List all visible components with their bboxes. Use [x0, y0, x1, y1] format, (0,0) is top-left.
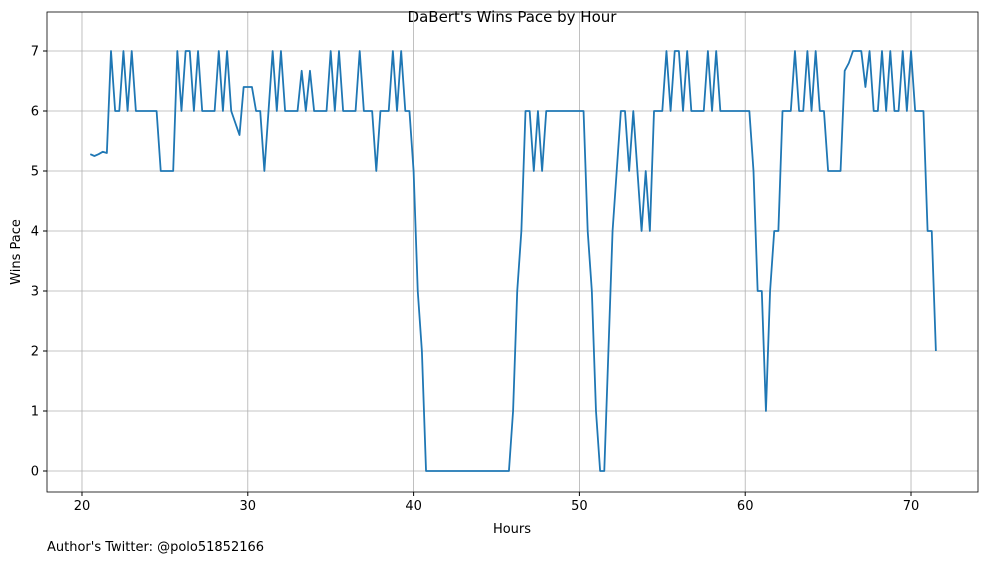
annotation: Author's Twitter: @polo51852166 [47, 540, 264, 555]
plot-frame [46, 11, 979, 493]
x-tick-label: 40 [405, 499, 422, 514]
y-tick-label: 7 [31, 45, 39, 60]
y-tick-label: 1 [31, 405, 39, 420]
y-tick-label: 0 [31, 465, 39, 480]
y-tick-label: 4 [31, 225, 39, 240]
y-tick-label: 3 [31, 285, 39, 300]
x-tick-label: 30 [240, 499, 257, 514]
y-tick-label: 5 [31, 165, 39, 180]
y-tick-label: 2 [31, 345, 39, 360]
x-tick-label: 70 [903, 499, 920, 514]
data-line [89, 50, 937, 472]
chart-title: DaBert's Wins Pace by Hour [408, 8, 618, 26]
y-tick-label: 6 [31, 105, 39, 120]
x-axis-label: Hours [493, 522, 531, 537]
x-tick-label: 60 [737, 499, 754, 514]
x-tick-label: 20 [74, 499, 91, 514]
y-axis-label: Wins Pace [9, 219, 24, 285]
x-tick-label: 50 [571, 499, 588, 514]
